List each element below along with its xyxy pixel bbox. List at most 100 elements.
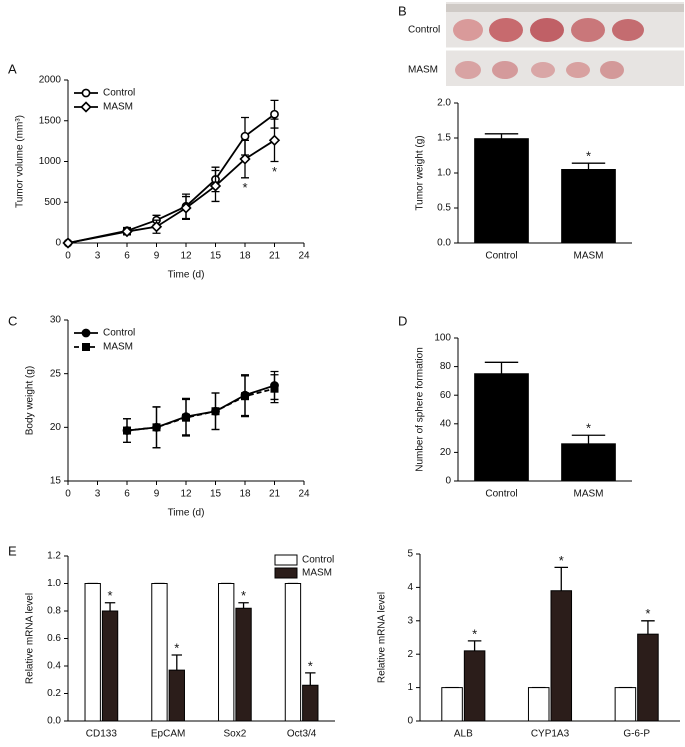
x-tick-label: 9: [154, 489, 160, 500]
y-tick-label: 1.0: [47, 578, 61, 589]
legend-swatch: [274, 567, 298, 579]
marker: [62, 237, 74, 249]
error-bar: [641, 620, 655, 635]
bar: [463, 650, 486, 722]
marker: [240, 131, 250, 141]
y-tick-label: 60: [440, 390, 452, 401]
x-tick-label: ALB: [454, 729, 473, 740]
x-tick-label: 0: [65, 489, 71, 500]
marker: [122, 426, 131, 435]
significance: *: [586, 421, 591, 436]
y-axis-label: Tumor volume (mm³): [15, 115, 26, 208]
bar: [561, 443, 616, 482]
error-bar: [171, 654, 183, 671]
y-tick-label: 0.5: [437, 203, 451, 214]
y-axis-label: Number of sphere formation: [415, 347, 426, 472]
y-tick-label: 5: [407, 549, 413, 560]
marker: [239, 153, 251, 165]
x-tick-label: 6: [124, 251, 130, 262]
y-tick-label: 40: [440, 418, 452, 429]
panel-label: C: [8, 313, 17, 328]
y-tick-label: 1: [407, 682, 413, 693]
y-tick-label: 1000: [39, 156, 62, 167]
error-bar: [484, 133, 519, 139]
significance: *: [174, 640, 179, 655]
y-tick-label: 2: [407, 649, 413, 660]
error-bar: [484, 361, 519, 374]
significance: *: [242, 180, 247, 195]
tumor: [600, 61, 624, 79]
y-tick-label: 1.0: [437, 168, 451, 179]
line: [126, 384, 275, 432]
y-tick-label: 1.5: [437, 133, 451, 144]
tumor: [571, 18, 605, 42]
legend-label: MASM: [302, 568, 332, 579]
y-tick-label: 1500: [39, 115, 62, 126]
error-bar: [571, 434, 606, 444]
panel-label: E: [8, 543, 17, 558]
panel-label: A: [8, 61, 17, 76]
marker: [180, 202, 192, 214]
x-tick-label: 24: [298, 251, 310, 262]
y-tick-label: 2.0: [437, 98, 451, 109]
significance: *: [645, 606, 650, 621]
y-axis-label: Relative mRNA level: [377, 592, 388, 683]
x-tick-label: MASM: [574, 251, 604, 262]
x-axis-label: Time (d): [168, 508, 205, 519]
y-tick-label: 80: [440, 361, 452, 372]
significance: *: [308, 658, 313, 673]
significance: *: [586, 149, 591, 164]
legend-label: Control: [103, 328, 135, 339]
bar: [84, 583, 101, 722]
marker: [152, 423, 161, 432]
bar: [284, 583, 302, 722]
x-tick-label: 0: [65, 251, 71, 262]
marker: [121, 225, 133, 238]
y-axis-label: Tumor weight (g): [415, 135, 426, 210]
significance: *: [108, 588, 113, 603]
x-tick-label: 21: [269, 251, 281, 262]
x-tick-label: 18: [239, 489, 251, 500]
x-tick-label: 15: [210, 251, 222, 262]
legend-label: MASM: [103, 102, 133, 113]
x-tick-label: Oct3/4: [287, 729, 317, 740]
bar: [527, 687, 550, 722]
x-tick-label: Sox2: [223, 729, 246, 740]
y-tick-label: 0.0: [437, 238, 451, 249]
significance: *: [241, 588, 246, 603]
error-bar: [238, 602, 249, 609]
marker: [209, 180, 222, 192]
error-bar: [467, 640, 482, 651]
error-bar: [305, 672, 316, 686]
y-tick-label: 0: [407, 716, 413, 727]
x-tick-label: 21: [269, 489, 281, 500]
tumor: [566, 62, 590, 78]
photo-background: [446, 2, 684, 86]
photo-label: Control: [408, 25, 440, 36]
y-tick-label: 2000: [39, 75, 62, 86]
x-tick-label: 12: [180, 251, 192, 262]
x-tick-label: Control: [485, 489, 517, 500]
x-tick-label: 18: [239, 251, 251, 262]
legend-label: MASM: [103, 342, 133, 353]
bar: [302, 684, 319, 722]
x-tick-label: 3: [95, 489, 101, 500]
bar: [151, 583, 168, 722]
legend-label: Control: [302, 555, 334, 566]
marker: [150, 221, 163, 233]
y-tick-label: 0.6: [47, 633, 61, 644]
y-tick-label: 0.4: [47, 661, 61, 672]
bar: [474, 373, 529, 482]
x-tick-label: Control: [485, 251, 517, 262]
legend-marker: [81, 328, 91, 338]
bar: [561, 169, 616, 244]
error-bar: [571, 162, 606, 170]
bar: [614, 687, 637, 722]
marker: [268, 134, 281, 146]
x-tick-label: 24: [298, 489, 310, 500]
marker: [270, 384, 279, 393]
x-tick-label: MASM: [574, 489, 604, 500]
y-tick-label: 0.2: [47, 688, 61, 699]
marker: [240, 392, 249, 401]
